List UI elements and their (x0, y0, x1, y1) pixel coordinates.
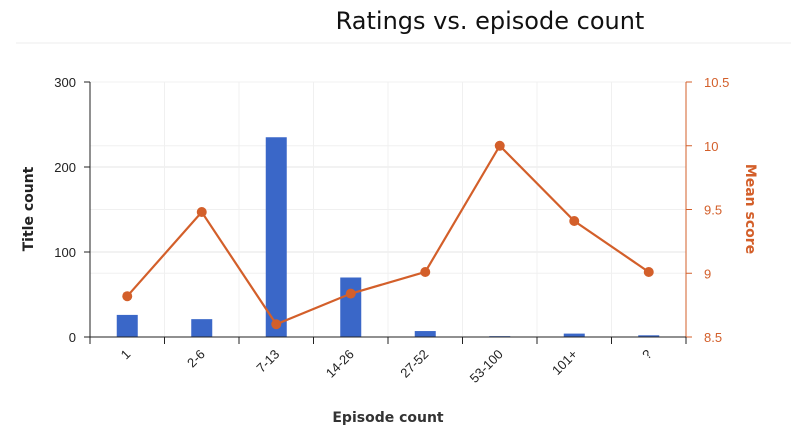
right-axis-ticks: 8.5 9 9.5 10 10.5 (686, 75, 729, 345)
x-tick-label-0: 1 (118, 347, 134, 363)
grid (89, 81, 687, 338)
bar-3 (340, 277, 362, 337)
x-tick-label-7: ? (639, 347, 655, 363)
bar-2 (265, 137, 287, 337)
x-tick-label-3: 14-26 (323, 347, 357, 381)
left-tick-label-1: 100 (54, 245, 76, 260)
left-tick-label-3: 300 (54, 75, 76, 90)
left-axis-ticks: 0 100 200 300 (54, 75, 90, 345)
x-tick-label-1: 2-6 (184, 347, 208, 371)
bar-6 (563, 333, 585, 337)
right-tick-label-2: 9.5 (704, 203, 722, 218)
left-axis-label: Title count (21, 166, 37, 251)
score-point-1 (196, 207, 207, 218)
bar-4 (414, 331, 436, 337)
score-point-2 (271, 319, 282, 330)
bar-1 (191, 319, 213, 337)
right-tick-label-0: 8.5 (704, 330, 722, 345)
bar-0 (116, 314, 138, 337)
score-point-0 (122, 291, 133, 302)
score-point-6 (569, 215, 580, 226)
x-tick-label-6: 101+ (549, 347, 580, 378)
bar-7 (638, 335, 660, 337)
line-series (122, 140, 654, 330)
score-point-5 (494, 140, 505, 151)
left-tick-label-0: 0 (69, 330, 76, 345)
right-axis-label: Mean score (742, 164, 758, 254)
left-tick-label-2: 200 (54, 160, 76, 175)
right-tick-label-4: 10.5 (704, 75, 729, 90)
chart-title: Ratings vs. episode count (336, 7, 645, 35)
right-tick-label-3: 10 (704, 139, 718, 154)
score-point-4 (420, 266, 431, 277)
x-tick-label-4: 27-52 (397, 347, 431, 381)
score-line (126, 143, 650, 326)
x-axis-label: Episode count (332, 410, 444, 426)
x-tick-label-5: 53-100 (467, 347, 506, 386)
x-tick-label-2: 7-13 (253, 347, 282, 376)
x-axis-ticks: 1 2-6 7-13 14-26 27-52 53-100 101+? (89, 337, 687, 386)
right-tick-label-1: 9 (704, 266, 711, 281)
score-point-3 (345, 288, 356, 299)
score-point-7 (643, 266, 654, 277)
